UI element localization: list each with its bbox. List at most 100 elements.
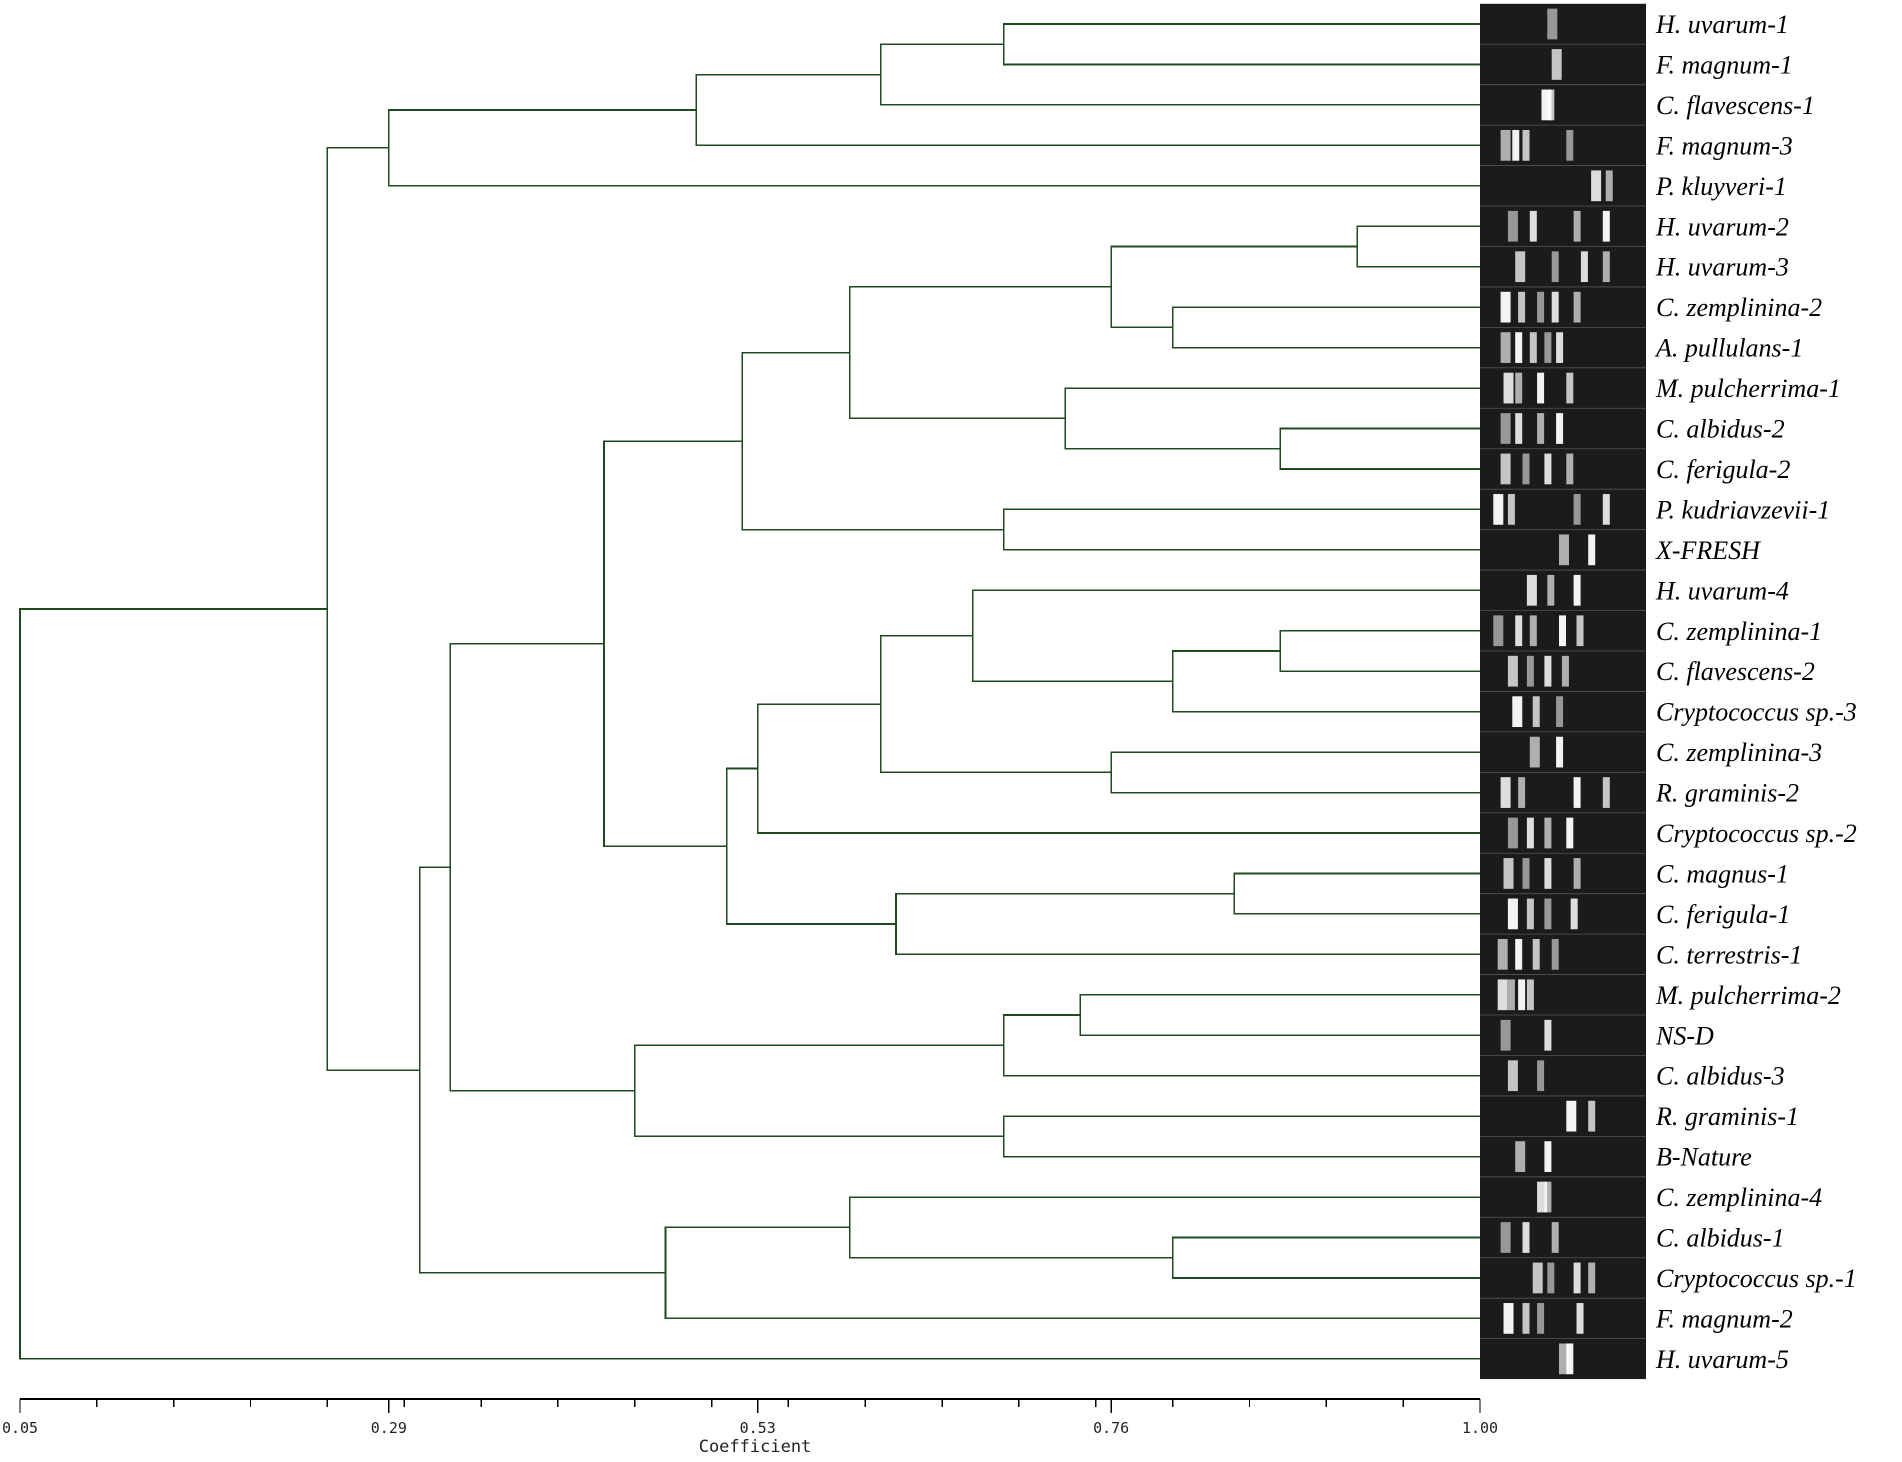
branch-N25 [633,1044,1004,1138]
gel-lane [1480,650,1646,687]
leaf-label: R. graminis-1 [1655,1102,1799,1131]
gel-band [1500,129,1511,161]
leaf-label: C. ferigula-1 [1656,900,1790,929]
gel-band [1547,1262,1555,1294]
gel-band [1503,1303,1514,1334]
gel-band [1566,1343,1574,1375]
branch-N20 [726,767,896,925]
gel-band [1544,898,1552,930]
branch-N11 [741,351,1004,531]
gel-band [1537,413,1545,444]
gel-band [1515,938,1523,970]
gel-band [1537,1181,1548,1213]
leaf-label: C. magnus-1 [1656,859,1789,888]
tick-label: 1.00 [1462,1419,1498,1437]
gel-lane [1480,367,1646,404]
leaf-label: P. kluyveri-1 [1655,172,1787,201]
gel-band [1529,332,1537,363]
gel-band [1500,1222,1511,1253]
leaf-label: X-FRESH [1655,536,1761,565]
gel-band [1547,8,1558,40]
gel-band [1526,655,1534,687]
gel-lane [1480,812,1646,849]
gel-band [1500,777,1511,808]
branch-N9 [849,286,1112,420]
gel-lane [1480,407,1646,444]
branch-N4 [1356,225,1480,268]
gel-lane [1480,731,1646,768]
gel-lane [1480,246,1646,283]
gel-band [1547,574,1555,606]
gel-band [1602,494,1610,525]
branch-N29 [664,1226,1480,1320]
gel-band [1532,938,1540,970]
gel-lane [1480,1338,1646,1375]
gel-band [1515,413,1523,444]
leaf-label: NS-D [1655,1021,1714,1050]
gel-band [1566,129,1574,161]
gel-band [1551,251,1559,283]
branch-N12 [1279,629,1480,672]
gel-lane [1480,974,1646,1011]
branch-N13 [1171,650,1480,713]
gel-band [1500,1019,1511,1051]
gel-band [1561,655,1569,687]
gel-lane [1480,1014,1646,1051]
tick-label: 0.29 [371,1419,407,1437]
gel-band [1544,332,1552,363]
gel-lane [1480,1216,1646,1253]
gel-lane [1480,488,1646,525]
gel-band [1559,615,1566,647]
leaf-label: F. magnum-1 [1655,50,1793,79]
gel-lane [1547,8,1558,40]
gel-lane [1480,771,1646,808]
gel-band [1529,615,1537,647]
gel-lane [1480,1135,1646,1172]
gel-band [1537,291,1545,323]
gel-band [1573,777,1581,808]
gel-band [1518,777,1526,808]
gel-lane [1480,569,1646,606]
gel-band [1526,979,1534,1011]
gel-band [1573,291,1581,323]
gel-band [1503,858,1514,889]
gel-band [1518,979,1526,1011]
gel-band [1532,1262,1543,1294]
leaf-label: F. magnum-3 [1655,131,1793,160]
gel-band [1515,332,1523,363]
gel-band [1559,1343,1569,1375]
leaf-label: P. kudriavzevii-1 [1655,495,1830,524]
gel-band [1547,89,1555,121]
leaf-label: C. flavescens-1 [1656,91,1815,120]
coefficient-axis: 0.05 0.29 0.53 0.76 1.00 Coefficient [2,1398,1498,1457]
branch-N32 [19,608,1480,1360]
gel-band [1507,655,1518,687]
gel-band [1493,615,1504,647]
gel-band [1602,777,1610,808]
leaf-label: H. uvarum-4 [1655,576,1789,605]
gel-band [1532,696,1540,728]
gel-band [1559,534,1569,566]
gel-lane [1480,43,1646,80]
gel-band [1493,494,1504,525]
gel-band [1529,210,1537,242]
gel-band [1576,1303,1584,1334]
gel-band [1551,1222,1559,1253]
gel-band [1544,1181,1552,1213]
tick-label: 0.76 [1093,1419,1129,1437]
gel-lane [1480,1297,1646,1334]
gel-band [1573,494,1581,525]
gel-band [1515,1141,1526,1172]
gel-lane [1480,1257,1646,1294]
branch-N0 [1002,23,1480,66]
gel-band [1551,49,1562,80]
leaf-label: H. uvarum-5 [1655,1345,1789,1374]
branch-N27 [1171,1236,1480,1279]
leaf-label: C. albidus-3 [1656,1062,1785,1091]
gel-band [1602,251,1610,283]
gel-band [1588,1100,1596,1132]
leaf-label: B-Nature [1656,1143,1752,1172]
gel-band [1526,574,1537,606]
gel-band [1556,413,1564,444]
leaf-label: C. flavescens-2 [1656,657,1815,686]
